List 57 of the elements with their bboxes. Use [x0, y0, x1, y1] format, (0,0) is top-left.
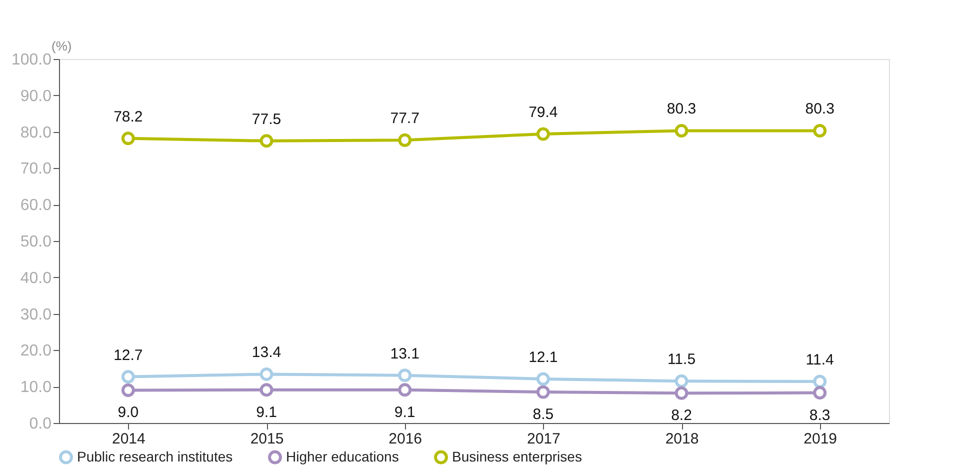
y-tick-label: 40.0 [20, 270, 52, 287]
point [813, 386, 827, 400]
y-tick-label: 30.0 [20, 306, 52, 324]
point [536, 385, 550, 399]
y-tick-label: 90.0 [20, 88, 52, 105]
y-tick-label: 70.0 [20, 160, 52, 178]
x-tick-label: 2016 [388, 430, 422, 448]
data-label: 78.2 [114, 108, 143, 126]
point [398, 383, 412, 397]
data-label: 13.1 [390, 345, 420, 362]
point [260, 383, 274, 397]
x-tick-label: 2017 [526, 430, 560, 448]
point [121, 370, 135, 384]
data-label: 80.3 [666, 100, 696, 118]
y-tick-label: 20.0 [20, 342, 52, 360]
data-label: 12.1 [528, 348, 558, 366]
data-label: 12.7 [114, 346, 143, 364]
point [121, 132, 135, 146]
legend-label: Public research institutes [77, 448, 233, 464]
data-label: 9.0 [118, 404, 139, 422]
point [674, 374, 688, 388]
data-label: 80.3 [805, 100, 834, 118]
data-label: 13.4 [252, 344, 282, 362]
x-tick-label: 2018 [665, 430, 699, 448]
legend-label: Business enterprises [452, 448, 582, 464]
data-label: 77.7 [390, 110, 420, 128]
point [536, 127, 550, 141]
x-tick-label: 2019 [804, 430, 838, 448]
data-label: 11.5 [667, 351, 696, 368]
data-label: 8.5 [532, 406, 554, 424]
y-tick-label: 100.0 [11, 52, 52, 68]
point [674, 386, 688, 400]
data-label: 9.1 [256, 404, 277, 421]
x-tick-label: 2014 [112, 430, 146, 448]
point [398, 368, 412, 382]
data-label: 8.2 [671, 407, 692, 424]
y-tick-label: 10.0 [20, 379, 52, 396]
data-label: 9.1 [394, 404, 416, 421]
y-tick-label: 50.0 [20, 234, 52, 250]
data-label: 8.3 [809, 406, 830, 424]
point [260, 134, 274, 148]
point [813, 124, 827, 138]
point [813, 374, 827, 388]
y-tick-label: 0.0 [29, 416, 52, 432]
point [398, 133, 412, 147]
y-axis-title: (%) [52, 38, 72, 54]
x-tick-label: 2015 [250, 430, 284, 448]
point [121, 384, 135, 397]
point [674, 124, 688, 138]
point [260, 367, 274, 381]
data-label: 77.5 [252, 110, 282, 128]
legend-label: Higher educations [286, 448, 399, 464]
y-tick-label: 80.0 [20, 124, 52, 142]
data-label: 11.4 [806, 352, 834, 369]
data-label: 79.4 [528, 104, 558, 121]
point [536, 372, 550, 386]
y-tick-label: 60.0 [20, 197, 52, 214]
